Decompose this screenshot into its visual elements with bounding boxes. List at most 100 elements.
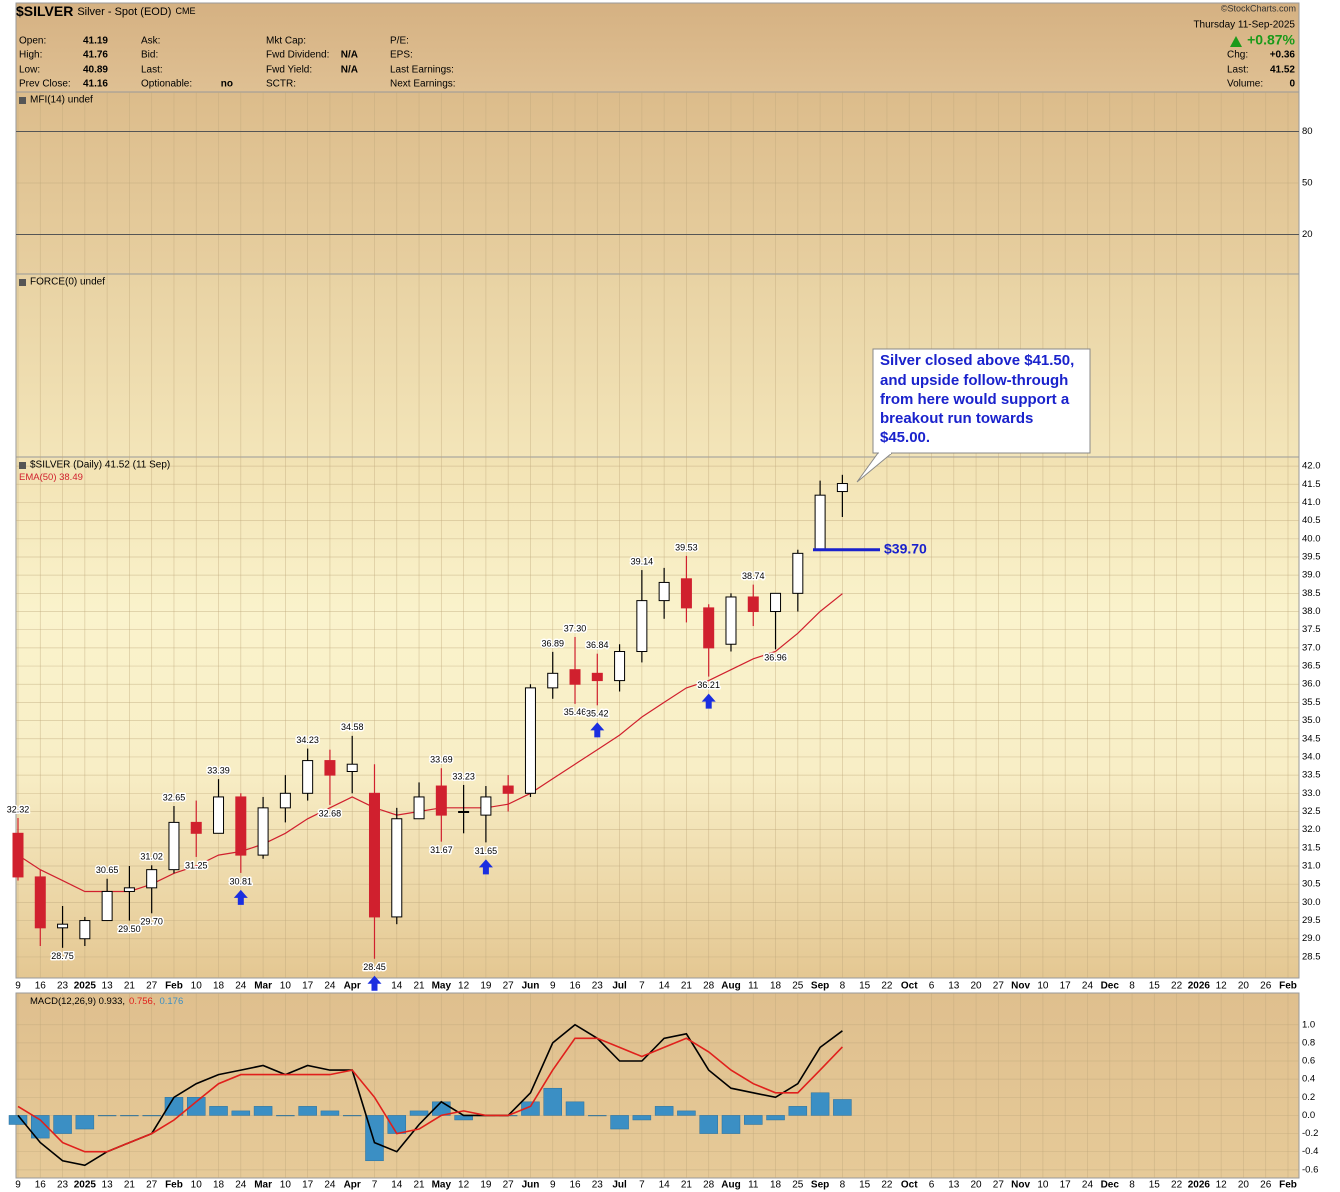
x-tick-label: 2025 — [74, 981, 97, 992]
field-label: SCTR: — [266, 79, 296, 90]
x-tick-label: 18 — [770, 1180, 782, 1191]
histogram-bar — [298, 1106, 317, 1116]
y-tick-label: 34.0 — [1302, 751, 1321, 762]
histogram-bar — [320, 1110, 340, 1116]
x-tick-label: 9 — [550, 981, 556, 992]
candle-body — [34, 876, 46, 929]
field-label: Last: — [1227, 65, 1249, 76]
y-tick-label: 36.0 — [1302, 679, 1321, 690]
callout-line: $45.00. — [880, 429, 930, 446]
y-tick-label: 36.5 — [1302, 661, 1321, 672]
x-tick-label: 27 — [993, 981, 1005, 992]
histogram-bar — [521, 1101, 540, 1116]
candle-body — [235, 796, 247, 856]
up-arrow-icon — [1230, 36, 1242, 47]
price-label: 29.50 — [118, 924, 141, 934]
histogram-bar — [588, 1115, 607, 1117]
histogram-bar — [654, 1106, 674, 1116]
candle-body — [190, 821, 202, 834]
x-tick-label: 27 — [146, 981, 158, 992]
histogram-bar — [31, 1115, 50, 1139]
price-label: 31.02 — [140, 852, 163, 862]
histogram-bar — [253, 1106, 273, 1116]
x-tick-label: 9 — [550, 1180, 556, 1191]
x-tick-label: 23 — [57, 1180, 69, 1191]
price-label: 36.89 — [541, 638, 564, 648]
x-tick-label: 15 — [1149, 1180, 1161, 1191]
x-tick-label: Mar — [254, 981, 272, 992]
y-tick-label: 50 — [1302, 178, 1313, 189]
signal-arrow — [233, 889, 248, 905]
x-tick-label: Feb — [1279, 981, 1297, 992]
candle-body — [480, 796, 492, 816]
candle-body — [502, 785, 514, 794]
x-tick-label: 27 — [146, 1180, 158, 1191]
field-label: Prev Close: — [19, 79, 71, 90]
x-tick-label: Mar — [254, 1180, 272, 1191]
field-label: Volume: — [1227, 79, 1263, 90]
x-tick-label: 23 — [592, 1180, 604, 1191]
callout: Silver closed above $41.50, and upside f… — [856, 348, 1091, 483]
x-tick-label: 22 — [1171, 981, 1183, 992]
histogram-bar — [810, 1092, 830, 1116]
date: Thursday 11-Sep-2025 — [1193, 20, 1295, 31]
x-tick-label: 27 — [503, 1180, 515, 1191]
x-tick-label: Feb — [1279, 1180, 1297, 1191]
y-tick-label: 31.0 — [1302, 861, 1321, 872]
histogram-bar — [231, 1110, 251, 1116]
price-label: 30.81 — [230, 876, 253, 886]
price-label: 30.65 — [96, 865, 119, 875]
x-tick-label: Apr — [344, 1180, 361, 1191]
x-tick-label: 18 — [770, 981, 782, 992]
y-tick-label: 41.0 — [1302, 497, 1321, 508]
x-tick-label: 2026 — [1188, 1180, 1211, 1191]
watermark: ©StockCharts.com — [1221, 3, 1296, 13]
histogram-bar — [97, 1115, 117, 1117]
y-tick-label: 38.0 — [1302, 606, 1321, 617]
x-tick-label: 24 — [235, 1180, 247, 1191]
y-tick-label: 39.0 — [1302, 570, 1321, 581]
x-tick-label: 13 — [102, 1180, 114, 1191]
x-tick-label: 10 — [191, 1180, 203, 1191]
x-tick-label: 24 — [1082, 1180, 1094, 1191]
candle-body — [569, 669, 581, 685]
signal-arrow — [590, 722, 605, 738]
y-tick-label: 37.5 — [1302, 624, 1321, 635]
price-label: 32.65 — [163, 792, 186, 802]
x-tick-label: Sep — [811, 981, 829, 992]
price-label: 36.96 — [764, 653, 787, 663]
price-label: 33.39 — [207, 766, 230, 776]
y-tick-label: 39.5 — [1302, 551, 1321, 562]
candle-body — [770, 592, 782, 613]
legend-entry: 0.756, — [129, 996, 155, 1007]
x-tick-label: 27 — [503, 981, 515, 992]
y-tick-label: 30.5 — [1302, 879, 1321, 890]
price-label: 39.14 — [631, 556, 654, 566]
price-label: 34.23 — [296, 735, 319, 745]
x-tick-label: Feb — [165, 1180, 183, 1191]
x-tick-label: 7 — [639, 981, 645, 992]
histogram-bar — [721, 1115, 741, 1134]
candle-body — [101, 890, 113, 922]
x-tick-label: 8 — [840, 981, 846, 992]
field-label: Optionable: — [141, 79, 192, 90]
x-tick-label: 20 — [1238, 981, 1250, 992]
field-label: Bid: — [141, 50, 158, 61]
price-label: 28.45 — [363, 962, 386, 972]
x-tick-label: Jun — [522, 981, 540, 992]
y-tick-label: 33.0 — [1302, 788, 1321, 799]
y-tick-label: 41.5 — [1302, 479, 1321, 490]
x-tick-label: Oct — [901, 981, 918, 992]
x-tick-label: 9 — [15, 981, 21, 992]
histogram-bar — [565, 1101, 585, 1116]
callout-line: breakout run towards — [880, 410, 1033, 427]
x-tick-label: 24 — [324, 1180, 336, 1191]
x-tick-label: Nov — [1011, 981, 1030, 992]
histogram-bar — [75, 1115, 95, 1130]
histogram-bar — [543, 1087, 562, 1116]
grid-layer — [16, 92, 1299, 1178]
x-tick-label: 14 — [659, 981, 671, 992]
candle-body — [346, 763, 358, 772]
x-tick-label: 25 — [792, 1180, 804, 1191]
price-label: 35.42 — [586, 709, 609, 719]
